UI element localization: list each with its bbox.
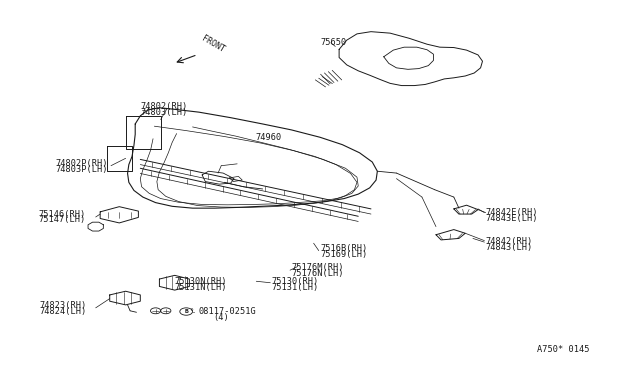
Text: 74824(LH): 74824(LH)	[40, 307, 87, 317]
Text: 75176N(LH): 75176N(LH)	[291, 269, 344, 278]
Text: A750* 0145: A750* 0145	[537, 345, 589, 354]
Text: 74803(LH): 74803(LH)	[140, 108, 188, 117]
Text: FRONT: FRONT	[200, 33, 227, 54]
Text: 74842(RH): 74842(RH)	[486, 237, 533, 246]
Text: 75130N(RH): 75130N(RH)	[175, 277, 227, 286]
Text: 75146(RH): 75146(RH)	[38, 209, 86, 219]
Text: 75147(LH): 75147(LH)	[38, 215, 86, 224]
Text: 74823(RH): 74823(RH)	[40, 301, 87, 311]
Text: 74843(LH): 74843(LH)	[486, 243, 533, 252]
Text: 75176M(RH): 75176M(RH)	[291, 263, 344, 272]
Text: 75131(LH): 75131(LH)	[271, 283, 319, 292]
Text: B: B	[184, 309, 188, 314]
Text: 74802P(RH): 74802P(RH)	[56, 158, 108, 168]
Text: 75130(RH): 75130(RH)	[271, 277, 319, 286]
Text: °: °	[189, 309, 194, 315]
Text: 7516B(RH): 7516B(RH)	[320, 244, 367, 253]
Text: 75169(LH): 75169(LH)	[320, 250, 367, 259]
Text: 75650: 75650	[320, 38, 346, 47]
Text: (4): (4)	[214, 313, 229, 322]
Text: 74803P(LH): 74803P(LH)	[56, 164, 108, 173]
Polygon shape	[339, 32, 483, 86]
Text: 74842E(RH): 74842E(RH)	[486, 208, 538, 217]
Text: 74960: 74960	[255, 133, 281, 142]
Text: 74802(RH): 74802(RH)	[140, 102, 188, 111]
Text: 08117-0251G: 08117-0251G	[199, 307, 257, 317]
Polygon shape	[384, 47, 433, 69]
Text: 75131N(LH): 75131N(LH)	[175, 283, 227, 292]
Polygon shape	[127, 108, 378, 208]
Text: 74843E(LH): 74843E(LH)	[486, 214, 538, 223]
